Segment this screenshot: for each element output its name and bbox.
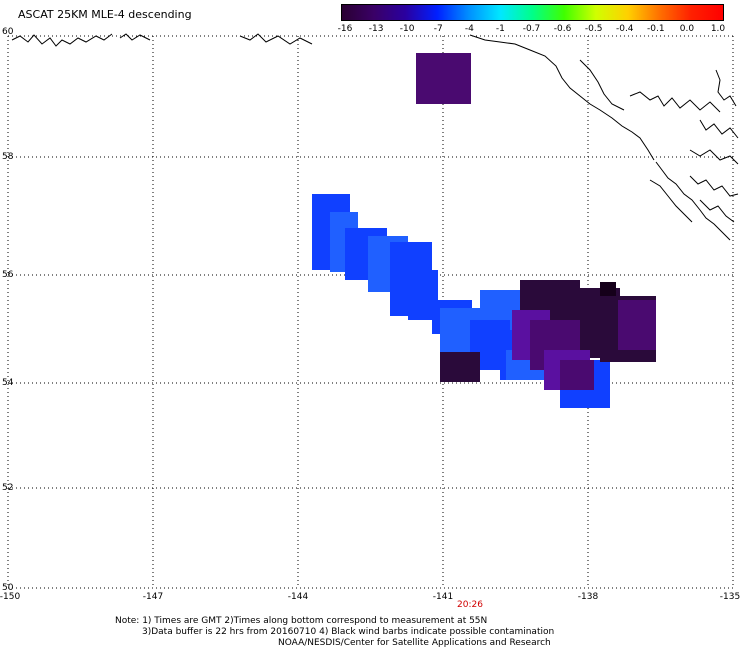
colorbar-label: -0.5	[584, 24, 603, 34]
y-tick-label: 56	[2, 270, 14, 280]
x-tick-label: -135	[719, 592, 740, 602]
swath-cell	[600, 282, 616, 296]
coastline	[11, 33, 739, 241]
y-tick-label: 60	[2, 27, 14, 37]
colorbar-label: 1.0	[710, 24, 726, 34]
swath-cell	[618, 300, 656, 350]
y-tick-label: 58	[2, 152, 14, 162]
y-tick-label: 50	[2, 583, 14, 593]
swath-cell	[560, 360, 594, 390]
time-label: 20:26	[457, 600, 483, 610]
map-title: ASCAT 25KM MLE-4 descending	[18, 8, 192, 21]
colorbar	[341, 4, 724, 21]
colorbar-label: 0.0	[679, 24, 695, 34]
x-tick-label: -150	[0, 592, 21, 602]
colorbar-label: -0.6	[553, 24, 572, 34]
colorbar-label: -13	[368, 24, 384, 34]
colorbar-label: -0.7	[522, 24, 541, 34]
colorbar-label: -1	[495, 24, 505, 34]
note-line-3: NOAA/NESDIS/Center for Satellite Applica…	[278, 638, 551, 648]
swath-cell	[440, 352, 480, 382]
colorbar-label: -4	[464, 24, 474, 34]
colorbar-label: -0.1	[647, 24, 665, 34]
colorbar-label: -0.4	[615, 24, 634, 34]
colorbar-label: -16	[337, 24, 353, 34]
note-line-2: 3)Data buffer is 22 hrs from 20160710 4)…	[142, 627, 555, 637]
colorbar-label: -10	[399, 24, 415, 34]
y-tick-label: 54	[2, 378, 14, 388]
x-tick-label: -138	[577, 592, 599, 602]
swath-cell	[416, 53, 471, 104]
colorbar-label: -7	[433, 24, 443, 34]
wind-swath	[312, 53, 656, 408]
y-tick-label: 52	[2, 483, 14, 493]
x-tick-label: -141	[432, 592, 454, 602]
x-tick-label: -147	[142, 592, 164, 602]
note-line-1: Note: 1) Times are GMT 2)Times along bot…	[115, 616, 488, 626]
x-tick-label: -144	[287, 592, 309, 602]
